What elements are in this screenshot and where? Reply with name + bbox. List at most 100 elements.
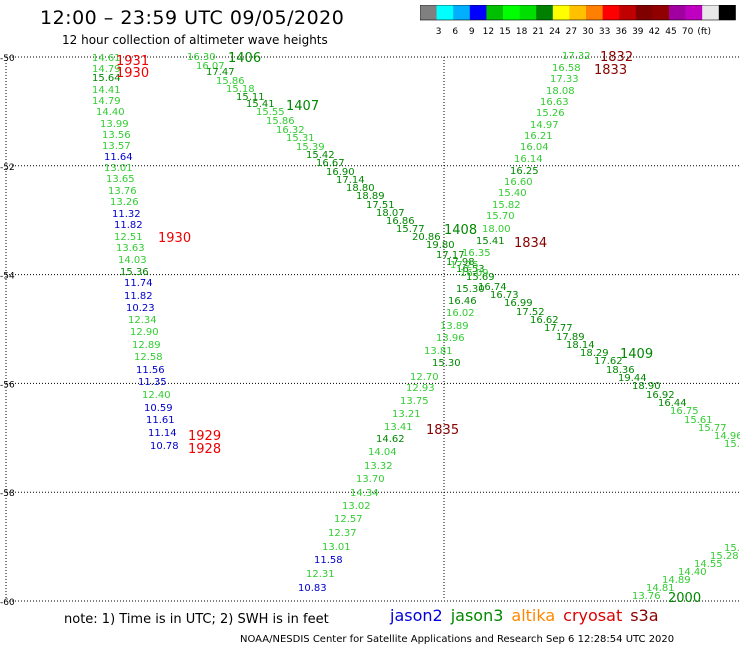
scale-label: 36 <box>615 27 627 37</box>
color-scale-legend: 3 6 9 12 15 18 21 24 27 30 33 36 39 42 45 70 (ft) <box>420 5 736 37</box>
wave-height-value: 15.39 <box>296 142 325 153</box>
wave-height-value: 19.80 <box>426 240 455 251</box>
wave-height-value: 12.90 <box>130 327 159 338</box>
wave-height-value: 17.62 <box>594 356 623 367</box>
wave-height-value: 15.64 <box>92 73 121 84</box>
scale-swatch <box>552 5 570 20</box>
scale-swatch <box>669 5 686 20</box>
scale-label: 18 <box>516 27 528 37</box>
wave-height-value: 13.56 <box>102 130 131 141</box>
scale-label: 3 <box>436 27 442 37</box>
wave-height-value: 14.04 <box>368 447 397 458</box>
wave-height-value: 17.98 <box>446 257 475 268</box>
scale-swatch <box>519 5 537 20</box>
scale-label: 27 <box>566 27 577 37</box>
pass-time-label: 1407 <box>286 99 319 114</box>
wave-height-value: 13.01 <box>322 542 351 553</box>
wave-height-value: 10.59 <box>144 403 173 414</box>
wave-height-value: 16.02 <box>446 308 475 319</box>
wave-height-value: 14.62 <box>376 434 405 445</box>
wave-height-value: 16.90 <box>326 167 355 178</box>
satellite-jason2: jason2 <box>390 606 443 625</box>
lat-label: -52 <box>0 163 15 173</box>
wave-height-value: 16.92 <box>646 390 675 401</box>
wave-height-value: 16.09 <box>460 268 489 279</box>
wave-height-value: 15.41 <box>246 99 275 110</box>
wave-height-value: 16.74 <box>478 282 507 293</box>
scale-label: 45 <box>665 27 676 37</box>
wave-height-value: 18.07 <box>376 208 405 219</box>
wave-height-value: 15.18 <box>226 84 255 95</box>
wave-height-value: 14.03 <box>118 255 147 266</box>
lat-label: -56 <box>0 380 15 390</box>
wave-height-value: 14.41 <box>92 85 121 96</box>
wave-height-value: 17.14 <box>336 175 365 186</box>
wave-height-value: 15. <box>724 543 740 554</box>
wave-height-value: 19.44 <box>618 373 647 384</box>
wave-height-value: 13.76 <box>108 186 137 197</box>
wave-height-value: 16.58 <box>552 63 581 74</box>
pass-time-label: 1408 <box>444 223 477 238</box>
scale-swatch <box>635 5 653 20</box>
scale-swatch <box>436 5 454 20</box>
wave-height-value: 15.26 <box>536 108 565 119</box>
wave-height-value: 13.89 <box>440 321 469 332</box>
lat-label: -58 <box>0 489 15 499</box>
wave-height-value: 11.74 <box>124 278 153 289</box>
satellite-cryosat: cryosat <box>563 606 623 625</box>
wave-height-value: 18.36 <box>606 365 635 376</box>
wave-height-value: 11.64 <box>104 152 133 163</box>
wave-height-value: 13.41 <box>384 422 413 433</box>
wave-height-value: 18.90 <box>632 381 661 392</box>
scale-label: (ft) <box>697 27 711 37</box>
wave-height-value: 11.35 <box>138 377 167 388</box>
wave-height-value: 17.32 <box>562 51 591 62</box>
wave-height-value: 14.97 <box>530 120 559 131</box>
scale-swatch <box>652 5 670 20</box>
wave-height-value: 12.40 <box>142 390 171 401</box>
pass-time-label: 1931 <box>116 54 149 69</box>
wave-height-value: 15.82 <box>492 200 521 211</box>
wave-height-value: 13.02 <box>342 501 371 512</box>
map-subtitle: 12 hour collection of altimeter wave hei… <box>62 33 328 47</box>
wave-height-value: 12.57 <box>334 514 363 525</box>
wave-height-value: 15.77 <box>396 224 425 235</box>
wave-height-value: 11.61 <box>146 415 175 426</box>
wave-height-value: 14.79 <box>92 96 121 107</box>
wave-height-value: 16.67 <box>316 158 345 169</box>
wave-height-value: 18.80 <box>346 183 375 194</box>
wave-height-value: 15.36 <box>120 267 149 278</box>
wave-height-value: 16.30 <box>187 52 216 63</box>
scale-label: 70 <box>682 27 694 37</box>
wave-height-value: 13.63 <box>116 243 145 254</box>
wave-height-value: 12.70 <box>410 372 439 383</box>
wave-height-value: 15.77 <box>698 423 727 434</box>
wave-height-value: 13.65 <box>106 174 135 185</box>
wave-height-value: 15.11 <box>236 92 265 103</box>
wave-height-value: 15.42 <box>306 150 335 161</box>
wave-height-value: 15.69 <box>466 272 495 283</box>
map-title: 12:00 – 23:59 UTC 09/05/2020 <box>40 7 345 29</box>
wave-height-value: 15.30 <box>432 358 461 369</box>
wave-height-value: 12.89 <box>132 340 161 351</box>
wave-height-value: 17.89 <box>556 332 585 343</box>
wave-height-value: 13.81 <box>424 346 453 357</box>
pass-time-label: 2000 <box>668 591 701 606</box>
wave-height-value: 11.58 <box>314 555 343 566</box>
wave-height-value: 15.70 <box>486 211 515 222</box>
scale-swatch <box>486 5 504 20</box>
wave-height-value: 14.81 <box>646 583 675 594</box>
wave-height-value: 13.26 <box>110 197 139 208</box>
pass-time-label: 1406 <box>228 51 261 66</box>
wave-height-value: 16.32 <box>276 125 305 136</box>
wave-height-value: 18.08 <box>546 86 575 97</box>
wave-height-value: 13.75 <box>400 396 429 407</box>
scale-swatch <box>503 5 520 20</box>
wave-height-value: 15.86 <box>216 76 245 87</box>
scale-swatch <box>536 5 554 20</box>
wave-height-value: 12.93 <box>406 383 435 394</box>
lat-label: -50 <box>0 54 15 64</box>
wave-height-value: 15.28 <box>710 551 739 562</box>
wave-height-value: 16.04 <box>520 142 549 153</box>
wave-height-value: 12.51 <box>114 232 143 243</box>
